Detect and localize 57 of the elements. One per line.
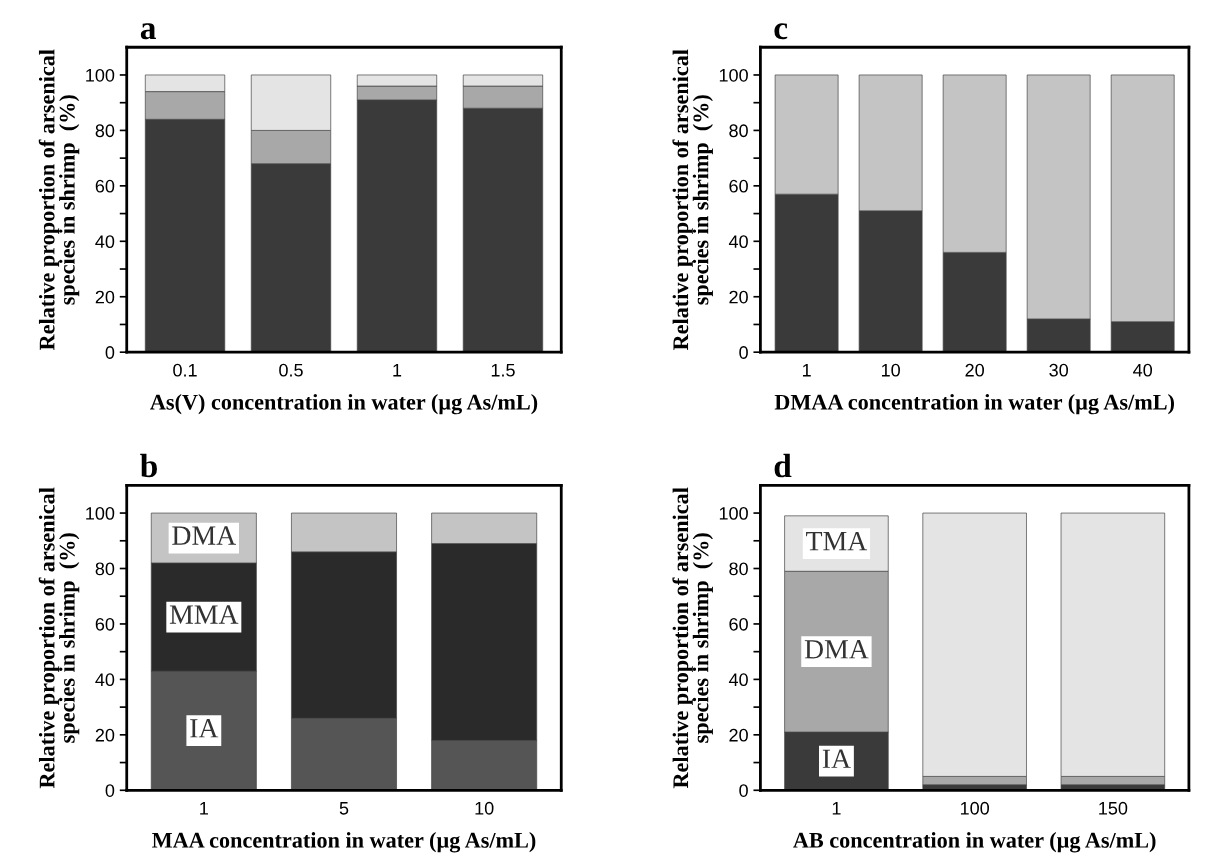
x-tick-label: 5 xyxy=(339,802,349,815)
annotation: MMA xyxy=(169,605,239,624)
y-axis-title: Relative proportion of arsenical species in shrimp (%) xyxy=(672,487,713,789)
x-tick-label: 40 xyxy=(1133,363,1153,377)
x-axis-title: DMAA concentration in water (µg As/mL) xyxy=(774,394,1174,415)
y-tick-label: 60 xyxy=(95,617,115,631)
y-tick-label: 80 xyxy=(95,562,115,576)
y-tick-label: 20 xyxy=(95,728,115,742)
annotation: IA xyxy=(822,749,851,768)
y-tick-label: 0 xyxy=(739,346,748,359)
y-tick-label: 80 xyxy=(95,124,115,138)
chart-title: a xyxy=(140,23,156,40)
y-tick-label: 60 xyxy=(95,179,115,193)
y-tick-label: 20 xyxy=(729,290,748,304)
x-tick-label: 1.5 xyxy=(491,363,515,377)
y-tick-label: 60 xyxy=(729,179,748,193)
x-axis-title: AB concentration in water (µg As/mL) xyxy=(793,832,1156,853)
x-axis-title: As(V) concentration in water (µg As/mL) xyxy=(150,394,538,415)
y-tick-label: 20 xyxy=(729,728,748,742)
y-tick-label: 0 xyxy=(105,784,115,797)
y-tick-label: 20 xyxy=(95,290,115,304)
x-tick-label: 0.5 xyxy=(279,363,303,377)
x-tick-label: 100 xyxy=(960,801,990,815)
y-axis-title: Relative proportion of arsenical species in shrimp (%) xyxy=(38,49,80,351)
y-axis-title: Relative proportion of arsenical species in shrimp (%) xyxy=(672,49,713,351)
chart-title: d xyxy=(774,453,792,478)
y-tick-label: 100 xyxy=(86,506,115,520)
y-tick-label: 80 xyxy=(729,562,748,576)
x-tick-label: 10 xyxy=(881,363,900,377)
y-tick-label: 40 xyxy=(95,235,115,249)
x-tick-label: 150 xyxy=(1099,801,1128,815)
chart-title: b xyxy=(140,453,157,478)
y-tick-label: 100 xyxy=(719,68,748,82)
y-tick-label: 40 xyxy=(95,673,115,687)
annotation: DMA xyxy=(804,640,869,659)
y-axis-title: Relative proportion of arsenical species in shrimp (%) xyxy=(38,487,80,789)
y-tick-label: 0 xyxy=(739,784,748,797)
x-tick-label: 20 xyxy=(965,363,984,377)
annotation: IA xyxy=(190,719,219,738)
annotation: DMA xyxy=(172,526,237,545)
y-tick-label: 40 xyxy=(728,235,748,249)
x-tick-label: 1 xyxy=(832,802,841,815)
x-tick-label: 10 xyxy=(475,801,494,815)
y-tick-label: 100 xyxy=(86,68,115,82)
y-tick-label: 100 xyxy=(719,506,748,520)
x-tick-label: 1 xyxy=(393,363,402,377)
x-axis-title: MAA concentration in water (µg As/mL) xyxy=(152,832,536,853)
y-tick-label: 80 xyxy=(729,124,748,138)
chart-title: c xyxy=(774,23,788,40)
x-tick-label: 0.1 xyxy=(173,363,197,377)
annotation: TMA xyxy=(806,531,868,551)
y-tick-label: 60 xyxy=(729,617,748,631)
y-tick-label: 40 xyxy=(728,673,748,687)
x-tick-label: 30 xyxy=(1049,363,1069,377)
x-tick-label: 1 xyxy=(802,363,811,377)
x-tick-label: 1 xyxy=(200,802,208,815)
y-tick-label: 0 xyxy=(105,346,115,359)
